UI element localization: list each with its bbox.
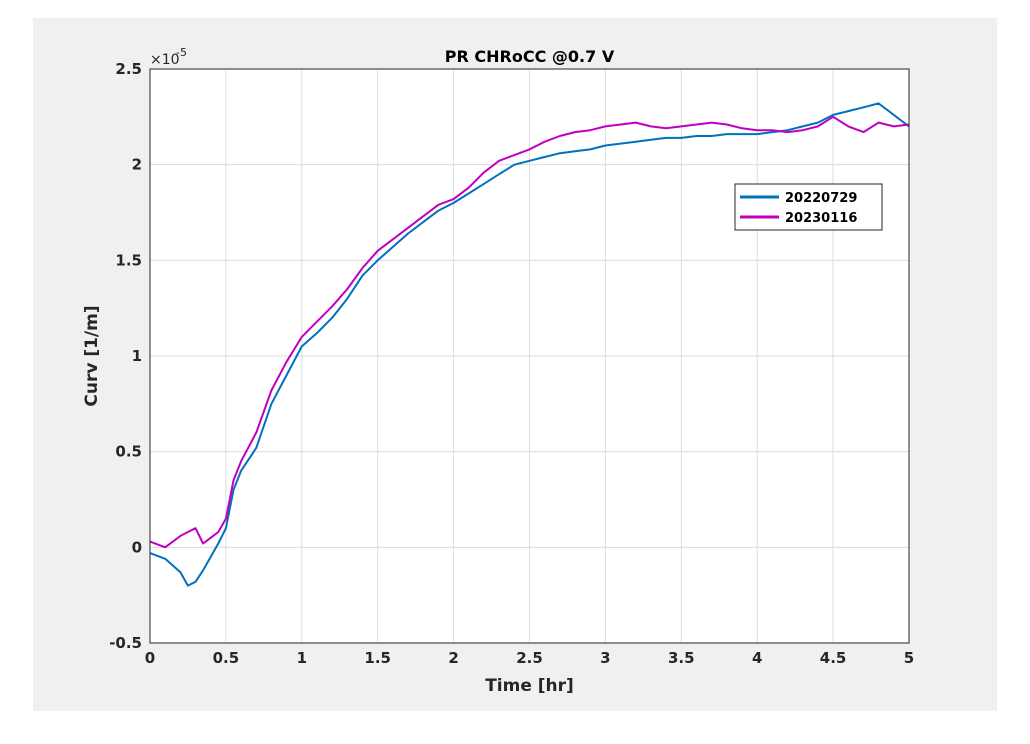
chart-title: PR CHRoCC @0.7 V — [445, 47, 615, 66]
x-axis-label: Time [hr] — [485, 676, 574, 696]
grid-lines — [150, 69, 909, 643]
x-tick-label: 0.5 — [213, 649, 240, 667]
plot-border — [149, 68, 910, 644]
x-tick-label: 1 — [297, 649, 307, 667]
x-tick-label: 5 — [904, 649, 914, 667]
y-tick-label: 1.5 — [115, 251, 142, 269]
x-tick-label: 2.5 — [516, 649, 543, 667]
legend-label-20230116: 20230116 — [785, 211, 857, 226]
tick-labels: 0 0.5 1 1.5 2 2.5 3 3.5 4 4.5 5-0.500.511.522.5 — [109, 60, 914, 667]
x-tick-label: 2 — [448, 649, 458, 667]
series-lines — [149, 102, 910, 587]
svg-text:×10: ×10 — [150, 52, 180, 68]
series-line-20230116 — [149, 115, 910, 549]
svg-text:-5: -5 — [176, 46, 187, 59]
y-tick-label: 0 — [132, 538, 142, 556]
figure-background: 0 0.5 1 1.5 2 2.5 3 3.5 4 4.5 5 -0.5 0 0.5 1 1.5 2 2.5 PR… — [33, 18, 997, 711]
y-tick-label: 0.5 — [115, 443, 142, 461]
x-tick-label: 4 — [752, 649, 762, 667]
legend-box — [734, 183, 883, 231]
x-tick-label: 4.5 — [820, 649, 847, 667]
legend: 20220729 20230116 — [734, 183, 883, 231]
line-chart: 0 0.5 1 1.5 2 2.5 3 3.5 4 4.5 5-0.500.511.522.5 PR… — [82, 46, 914, 696]
x-tick-label: 1.5 — [364, 649, 391, 667]
y-tick-label: 2.5 — [115, 60, 142, 78]
y-tick-label: -0.5 — [109, 634, 142, 652]
legend-label-20220729: 20220729 — [785, 191, 857, 206]
series-line-20220729 — [149, 102, 910, 587]
y-tick-label: 1 — [132, 347, 142, 365]
x-tick-label: 3.5 — [668, 649, 695, 667]
y-axis-label: Curv [1/m] — [82, 305, 102, 406]
x-tick-label: 3 — [600, 649, 610, 667]
x-tick-label: 0 — [145, 649, 155, 667]
y-exponent-label: ×10 -5 — [150, 46, 187, 68]
y-tick-label: 2 — [132, 156, 142, 174]
